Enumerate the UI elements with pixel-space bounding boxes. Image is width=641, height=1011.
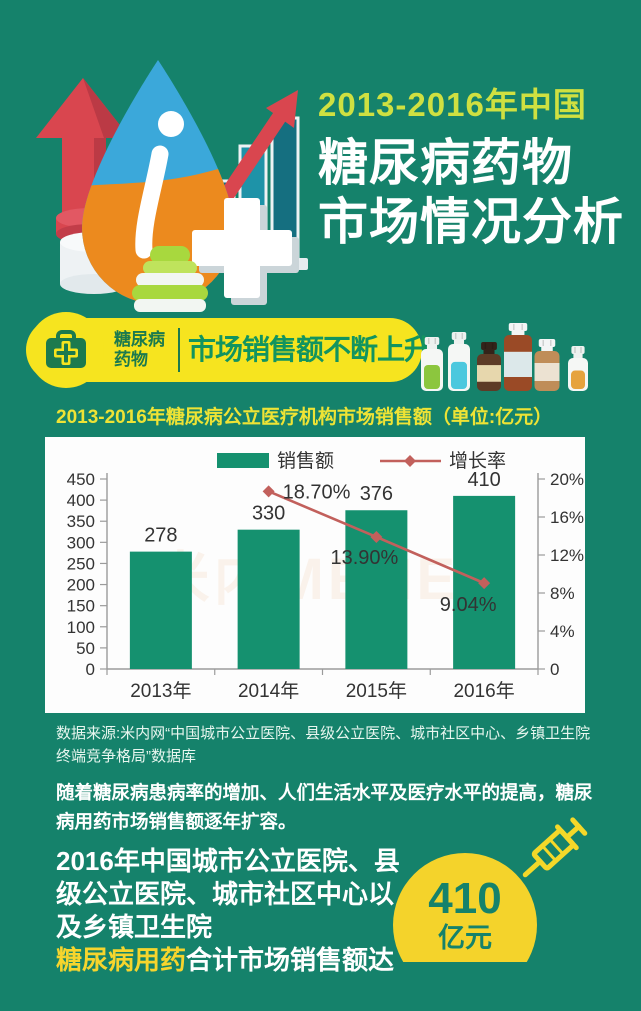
line-point-label: 9.04% bbox=[440, 594, 497, 616]
line-point-label: 18.70% bbox=[283, 481, 351, 503]
summary-line1: 2016年中国城市公立医院、县 bbox=[56, 846, 400, 876]
value-badge: 410 亿元 bbox=[393, 817, 588, 962]
line-marker bbox=[370, 530, 383, 543]
bar bbox=[237, 529, 300, 669]
chart-legend: 销售额 增长率 bbox=[217, 450, 506, 472]
summary-line2: 级公立医院、城市社区中心以 bbox=[56, 879, 395, 910]
line-series: 18.70% 13.90% 9.04% bbox=[262, 481, 497, 616]
bottle-red-brown bbox=[504, 323, 532, 391]
svg-text:300: 300 bbox=[67, 533, 95, 552]
badge-unit: 亿元 bbox=[438, 923, 492, 953]
bar-value-label: 278 bbox=[144, 525, 177, 547]
svg-text:4%: 4% bbox=[550, 622, 575, 641]
banner-divider bbox=[178, 328, 180, 372]
medicine-bottle-icon bbox=[132, 246, 208, 312]
legend-label-growth: 增长率 bbox=[449, 450, 506, 472]
bar-value-label: 376 bbox=[360, 483, 393, 505]
header-title-line1: 糖尿病药物 bbox=[318, 135, 573, 191]
analysis-paragraph: 随着糖尿病患病率的增加、人们生活水平及医疗水平的提高，糖尿病用药市场销售额逐年扩… bbox=[56, 782, 593, 832]
banner-tag-line1: 糖尿病 bbox=[114, 330, 165, 349]
svg-text:50: 50 bbox=[76, 639, 95, 658]
medicine-bottles-row bbox=[421, 323, 588, 391]
chart-title: 2013-2016年糖尿病公立医疗机构市场销售额（单位:亿元） bbox=[56, 407, 553, 428]
bar-value-label: 330 bbox=[252, 503, 285, 525]
x-tick-label: 2013年 bbox=[130, 680, 191, 702]
summary-text: 2016年中国城市公立医院、县 级公立医院、城市社区中心以 及乡镇卫生院 糖尿病… bbox=[56, 845, 446, 977]
summary-line4-rest: 合计市场销售额达 bbox=[186, 945, 395, 976]
svg-text:0: 0 bbox=[86, 660, 95, 679]
header-title-block: 2013-2016年中国 糖尿病药物 市场情况分析 bbox=[318, 78, 638, 251]
badge-value: 410 bbox=[428, 874, 501, 923]
banner-tag: 糖尿病 药物 bbox=[114, 330, 165, 371]
banner-icon-circle bbox=[28, 312, 104, 388]
bar-value-label: 410 bbox=[467, 469, 500, 491]
legend-label-sales: 销售额 bbox=[277, 450, 334, 472]
line-point-label: 13.90% bbox=[330, 547, 398, 569]
svg-text:16%: 16% bbox=[550, 508, 584, 527]
banner-tag-line2: 药物 bbox=[114, 350, 148, 370]
header-subtitle: 2013-2016年中国 bbox=[318, 86, 587, 123]
svg-text:8%: 8% bbox=[550, 584, 575, 603]
data-source-line1: 数据来源:米内网“中国城市公立医院、县级公立医院、城市社区中心、乡镇卫生院 bbox=[56, 725, 591, 742]
svg-text:200: 200 bbox=[67, 576, 95, 595]
section-banner: 糖尿病 药物 市场销售额不断上升 bbox=[26, 312, 432, 388]
watermark: 米内MENET bbox=[151, 547, 498, 612]
x-tick-label: 2016年 bbox=[453, 680, 514, 702]
svg-text:150: 150 bbox=[67, 597, 95, 616]
data-source: 数据来源:米内网“中国城市公立医院、县级公立医院、城市社区中心、乡镇卫生院 终端… bbox=[56, 722, 601, 769]
summary-line3: 及乡镇卫生院 bbox=[56, 912, 213, 943]
bottle-cyan-liquid bbox=[448, 332, 470, 391]
svg-text:450: 450 bbox=[67, 470, 95, 489]
line-marker bbox=[478, 577, 491, 590]
data-source-line2: 终端竞争格局”数据库 bbox=[56, 748, 196, 766]
x-tick-label: 2015年 bbox=[346, 680, 407, 702]
header-illustration bbox=[36, 60, 308, 312]
svg-text:100: 100 bbox=[67, 618, 95, 637]
bottle-tan bbox=[534, 339, 560, 391]
header-title-line2: 市场情况分析 bbox=[318, 193, 624, 250]
svg-text:400: 400 bbox=[67, 491, 95, 510]
svg-text:20%: 20% bbox=[550, 470, 584, 489]
sales-growth-chart: 米内MENET 0 50 100 150 200 250 300 350 400 450 0 4% 8% 1… bbox=[67, 450, 584, 702]
summary-highlight: 糖尿病用药 bbox=[56, 945, 187, 976]
first-aid-kit-icon bbox=[46, 330, 86, 368]
summary-line4: 糖尿病用药合计市场销售额达 bbox=[56, 944, 446, 977]
bottle-amber-liquid bbox=[568, 346, 588, 391]
axes: 0 50 100 150 200 250 300 350 400 450 0 4% 8% 12% 16% 20… bbox=[67, 470, 584, 702]
bar bbox=[129, 551, 192, 669]
medical-cross-icon bbox=[192, 198, 299, 305]
bottle-dark-brown bbox=[477, 342, 501, 391]
badge-circle bbox=[393, 853, 537, 962]
banner-headline: 市场销售额不断上升 bbox=[188, 334, 432, 365]
bottle-green-liquid bbox=[421, 337, 443, 391]
svg-text:12%: 12% bbox=[550, 546, 584, 565]
line-marker bbox=[262, 485, 275, 498]
svg-text:0: 0 bbox=[550, 660, 559, 679]
syringe-icon bbox=[522, 817, 588, 878]
svg-text:250: 250 bbox=[67, 554, 95, 573]
svg-text:350: 350 bbox=[67, 512, 95, 531]
chart-card: 米内MENET 0 50 100 150 200 250 300 350 400 450 0 4% 8% 1… bbox=[45, 437, 585, 713]
x-tick-label: 2014年 bbox=[238, 680, 299, 702]
